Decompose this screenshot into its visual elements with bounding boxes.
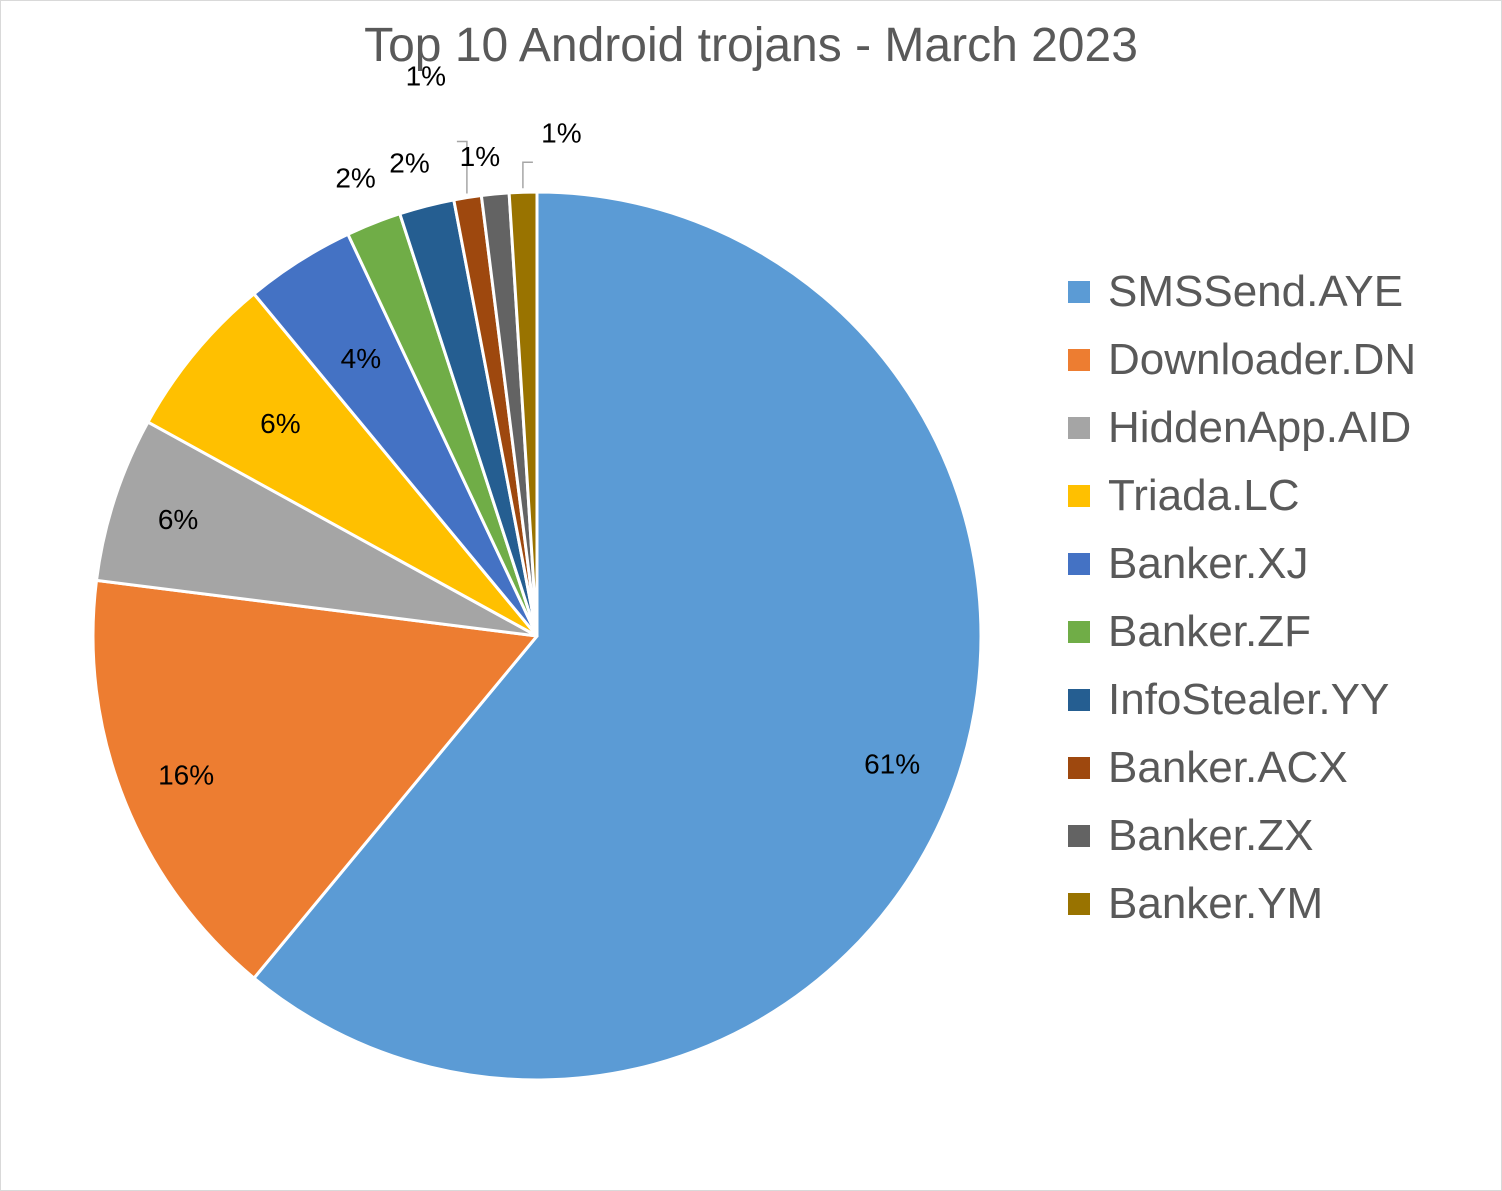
- legend-item: Banker.ZX: [1068, 802, 1416, 870]
- legend-item: Banker.ZF: [1068, 598, 1416, 666]
- data-label: 1%: [406, 61, 446, 92]
- chart-title: Top 10 Android trojans - March 2023: [364, 19, 1138, 72]
- data-label: 4%: [341, 343, 381, 374]
- legend-swatch: [1068, 281, 1090, 303]
- legend-swatch: [1068, 553, 1090, 575]
- legend-item: Triada.LC: [1068, 462, 1416, 530]
- legend-label: Banker.ACX: [1108, 743, 1348, 792]
- pie-slice-downloader-dn: [91, 578, 539, 980]
- legend-swatch: [1068, 825, 1090, 847]
- pie-slice-hiddenapp-aid: [95, 420, 539, 638]
- data-label: 6%: [158, 504, 198, 535]
- data-label: 1%: [460, 141, 500, 172]
- pie-slice-triada-lc: [146, 292, 539, 638]
- data-label: 61%: [864, 748, 920, 779]
- data-label: 16%: [158, 759, 214, 790]
- data-label: 2%: [335, 162, 375, 193]
- pie-slice-banker-ym: [507, 190, 539, 638]
- legend-swatch: [1068, 621, 1090, 643]
- legend-item: SMSSend.AYE: [1068, 258, 1416, 326]
- legend-label: Banker.YM: [1108, 879, 1324, 928]
- data-label: 1%: [541, 118, 581, 149]
- legend-label: HiddenApp.AID: [1108, 403, 1412, 452]
- legend-item: InfoStealer.YY: [1068, 666, 1416, 734]
- leader-line: [456, 140, 468, 194]
- legend-label: InfoStealer.YY: [1108, 675, 1390, 724]
- leader-line: [522, 161, 533, 189]
- legend-label: Downloader.DN: [1108, 335, 1417, 384]
- legend-label: Banker.XJ: [1108, 539, 1309, 588]
- legend-item: Banker.YM: [1068, 870, 1416, 938]
- data-label: 2%: [389, 147, 429, 178]
- legend: SMSSend.AYE Downloader.DN HiddenApp.AID Tri…: [1068, 258, 1416, 938]
- legend-swatch: [1068, 757, 1090, 779]
- legend-item: Banker.XJ: [1068, 530, 1416, 598]
- legend-swatch: [1068, 689, 1090, 711]
- legend-label: Triada.LC: [1108, 471, 1300, 520]
- legend-label: SMSSend.AYE: [1108, 267, 1404, 316]
- legend-swatch: [1068, 417, 1090, 439]
- legend-label: Banker.ZF: [1108, 607, 1311, 656]
- legend-item: Downloader.DN: [1068, 326, 1416, 394]
- legend-label: Banker.ZX: [1108, 811, 1314, 860]
- legend-swatch: [1068, 349, 1090, 371]
- legend-swatch: [1068, 893, 1090, 915]
- data-label: 6%: [260, 408, 300, 439]
- legend-item: Banker.ACX: [1068, 734, 1416, 802]
- legend-item: HiddenApp.AID: [1068, 394, 1416, 462]
- legend-swatch: [1068, 485, 1090, 507]
- pie-slice-smssend-aye: [252, 190, 983, 1082]
